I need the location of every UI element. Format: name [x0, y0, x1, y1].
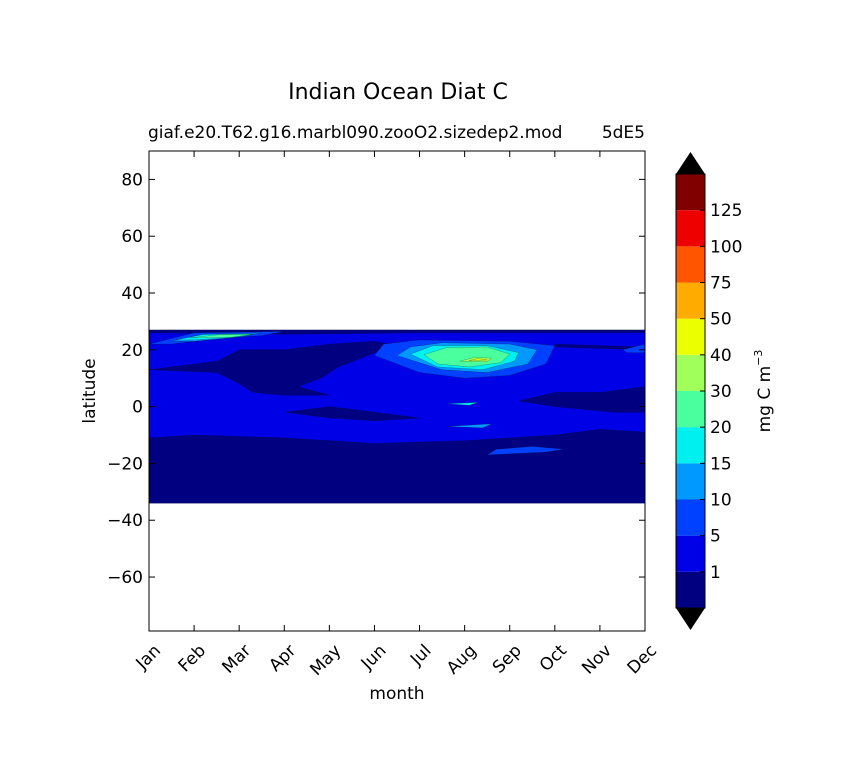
colorbar-swatch — [676, 427, 705, 464]
x-tick-label: May — [306, 641, 345, 680]
x-axis-label: month — [369, 684, 424, 704]
colorbar-swatch — [676, 174, 705, 211]
plot-area — [149, 329, 645, 504]
colorbar-swatch — [676, 354, 705, 391]
contour-region — [469, 358, 488, 361]
x-tick-label: Aug — [443, 641, 481, 679]
x-tick-label: Nov — [578, 641, 616, 679]
y-tick-label: −60 — [107, 568, 143, 588]
y-axis-label: latitude — [80, 358, 100, 423]
colorbar-tick-label: 1 — [710, 563, 721, 583]
x-tick-label: Sep — [489, 641, 526, 678]
colorbar-swatch — [676, 391, 705, 428]
x-tick-label: Jan — [132, 641, 165, 674]
colorbar-tick-label: 50 — [710, 310, 732, 330]
colorbar-tick-label: 100 — [710, 237, 742, 257]
contour-region — [423, 346, 511, 368]
y-tick-label: 20 — [121, 341, 143, 361]
chart-title: Indian Ocean Diat C — [288, 80, 508, 105]
contour-region — [518, 386, 645, 413]
y-tick-label: −20 — [107, 454, 143, 474]
contour-region — [149, 341, 389, 396]
y-tick-label: 60 — [121, 227, 143, 247]
colorbar-extend-top — [676, 152, 705, 174]
x-tick-label: Feb — [175, 641, 210, 676]
colorbar-swatch — [676, 318, 705, 355]
colorbar-tick-label: 15 — [710, 454, 732, 474]
y-axis: 80 60 40 20 0 −20 −40 −60 — [107, 170, 645, 588]
contour-region — [189, 334, 253, 339]
colorbar-tick-label: 5 — [710, 527, 721, 547]
contour-region — [621, 343, 645, 353]
plot-frame — [148, 150, 646, 632]
contour-region — [446, 423, 492, 429]
colorbar-extend-bottom — [676, 608, 705, 630]
colorbar-label-unit: mg C m — [755, 366, 775, 433]
colorbar-swatch — [676, 210, 705, 247]
colorbar-swatch — [676, 571, 705, 608]
contour-region — [446, 402, 479, 406]
colorbar-tick-label: 125 — [710, 201, 742, 221]
chart-subtitle-offset: 5dE5 — [602, 123, 645, 143]
x-tick-label: Apr — [265, 641, 300, 676]
colorbar-label: mg C m−3 — [752, 350, 775, 433]
colorbar-swatch — [676, 282, 705, 319]
colorbar-swatch — [676, 535, 705, 572]
colorbar-swatch — [676, 463, 705, 500]
y-tick-label: −40 — [107, 511, 143, 531]
x-tick-label: Mar — [218, 641, 255, 678]
x-tick-label: Oct — [536, 641, 571, 676]
x-tick-label: Dec — [624, 641, 661, 678]
colorbar-tick-label: 40 — [710, 346, 732, 366]
y-tick-label: 40 — [121, 284, 143, 304]
contour-region — [284, 406, 420, 422]
chart-subtitle: giaf.e20.T62.g16.marbl090.zooO2.sizedep2… — [148, 123, 562, 143]
x-tick-label: Jul — [406, 641, 435, 670]
contour-region — [554, 343, 645, 351]
colorbar-tick-label: 20 — [710, 418, 732, 438]
x-tick-label: Jun — [357, 641, 391, 675]
y-tick-label: 0 — [132, 398, 143, 418]
colorbar-tick-label: 30 — [710, 382, 732, 402]
y-tick-label: 80 — [121, 170, 143, 190]
colorbar-tick-label: 10 — [710, 491, 732, 511]
colorbar-swatch — [676, 499, 705, 536]
contour-region — [486, 446, 564, 456]
colorbar-tick-label: 75 — [710, 274, 732, 294]
colorbar-label-exponent: −3 — [752, 350, 765, 366]
colorbar-swatch — [676, 246, 705, 283]
